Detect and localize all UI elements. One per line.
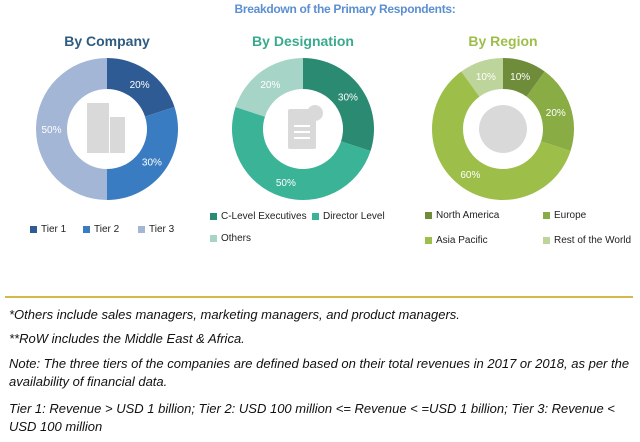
legend-swatch xyxy=(425,212,432,219)
donut-charts: 20% 30% 50% 30% 50% 20% 10% 20% 60% 10% xyxy=(36,58,574,201)
slice-label: 10% xyxy=(476,72,496,83)
note-others: *Others include sales managers, marketin… xyxy=(9,307,460,322)
donut-slice xyxy=(232,107,371,200)
chart-title-region: By Region xyxy=(468,33,538,49)
divider xyxy=(5,296,633,298)
slice-label: 60% xyxy=(460,170,480,181)
note-row: **RoW includes the Middle East & Africa. xyxy=(9,331,245,346)
donut-slice xyxy=(431,71,571,201)
legend-item: Tier 2 xyxy=(83,224,119,235)
legend-label: North America xyxy=(436,210,500,221)
slice-label: 50% xyxy=(276,178,296,189)
legend-label: Rest of the World xyxy=(554,235,632,246)
slice-label: 30% xyxy=(142,158,162,169)
legend-swatch xyxy=(138,226,145,233)
legend-item: Others xyxy=(210,233,251,244)
globe-icon xyxy=(479,105,527,153)
legend-swatch xyxy=(312,213,319,220)
legend-item: Tier 3 xyxy=(138,224,174,235)
donut-slice xyxy=(107,107,178,200)
legend-label: Tier 3 xyxy=(149,224,175,235)
note-tiers: Note: The three tiers of the companies a… xyxy=(9,356,630,389)
slice-label: 20% xyxy=(130,80,150,91)
donut-slice xyxy=(235,58,303,117)
donut-slice xyxy=(461,58,503,97)
legend-label: Tier 2 xyxy=(94,224,120,235)
legend-label: Director Level xyxy=(323,211,385,222)
legend-swatch xyxy=(83,226,90,233)
legend-item: Asia Pacific xyxy=(425,235,488,246)
slice-label: 20% xyxy=(546,108,566,119)
document-icon xyxy=(288,105,323,149)
legend-item: Director Level xyxy=(312,211,385,222)
legend-swatch xyxy=(425,237,432,244)
legend-swatch xyxy=(543,237,550,244)
legend-item: Europe xyxy=(543,210,586,221)
donut-slice xyxy=(36,58,107,200)
legend-item: C-Level Executives xyxy=(210,211,307,222)
legend-label: Europe xyxy=(554,210,587,221)
legend-item: North America xyxy=(425,210,499,221)
donut-slice xyxy=(303,58,374,151)
legend-swatch xyxy=(210,213,217,220)
legend-swatch xyxy=(210,235,217,242)
legend-swatch xyxy=(543,212,550,219)
legend-label: Asia Pacific xyxy=(436,235,488,246)
chart-title-designation: By Designation xyxy=(252,33,354,49)
donut-slice xyxy=(526,71,574,151)
legend-label: Others xyxy=(221,233,252,244)
building-icon xyxy=(87,103,125,153)
legend-item: Rest of the World xyxy=(543,235,631,246)
main-title: Breakdown of the Primary Respondents: xyxy=(234,2,456,16)
legend-label: C-Level Executives xyxy=(221,211,307,222)
legend-swatch xyxy=(30,226,37,233)
legend-label: Tier 1 xyxy=(41,224,67,235)
slice-label: 20% xyxy=(260,80,280,91)
legend-item: Tier 1 xyxy=(30,224,66,235)
donut-slice xyxy=(503,58,545,97)
slice-label: 10% xyxy=(510,72,530,83)
note-tier-definitions: Tier 1: Revenue > USD 1 billion; Tier 2:… xyxy=(9,401,615,434)
slice-label: 30% xyxy=(338,92,358,103)
slice-label: 50% xyxy=(41,125,61,136)
donut-slice xyxy=(107,58,175,117)
chart-title-company: By Company xyxy=(64,33,150,49)
